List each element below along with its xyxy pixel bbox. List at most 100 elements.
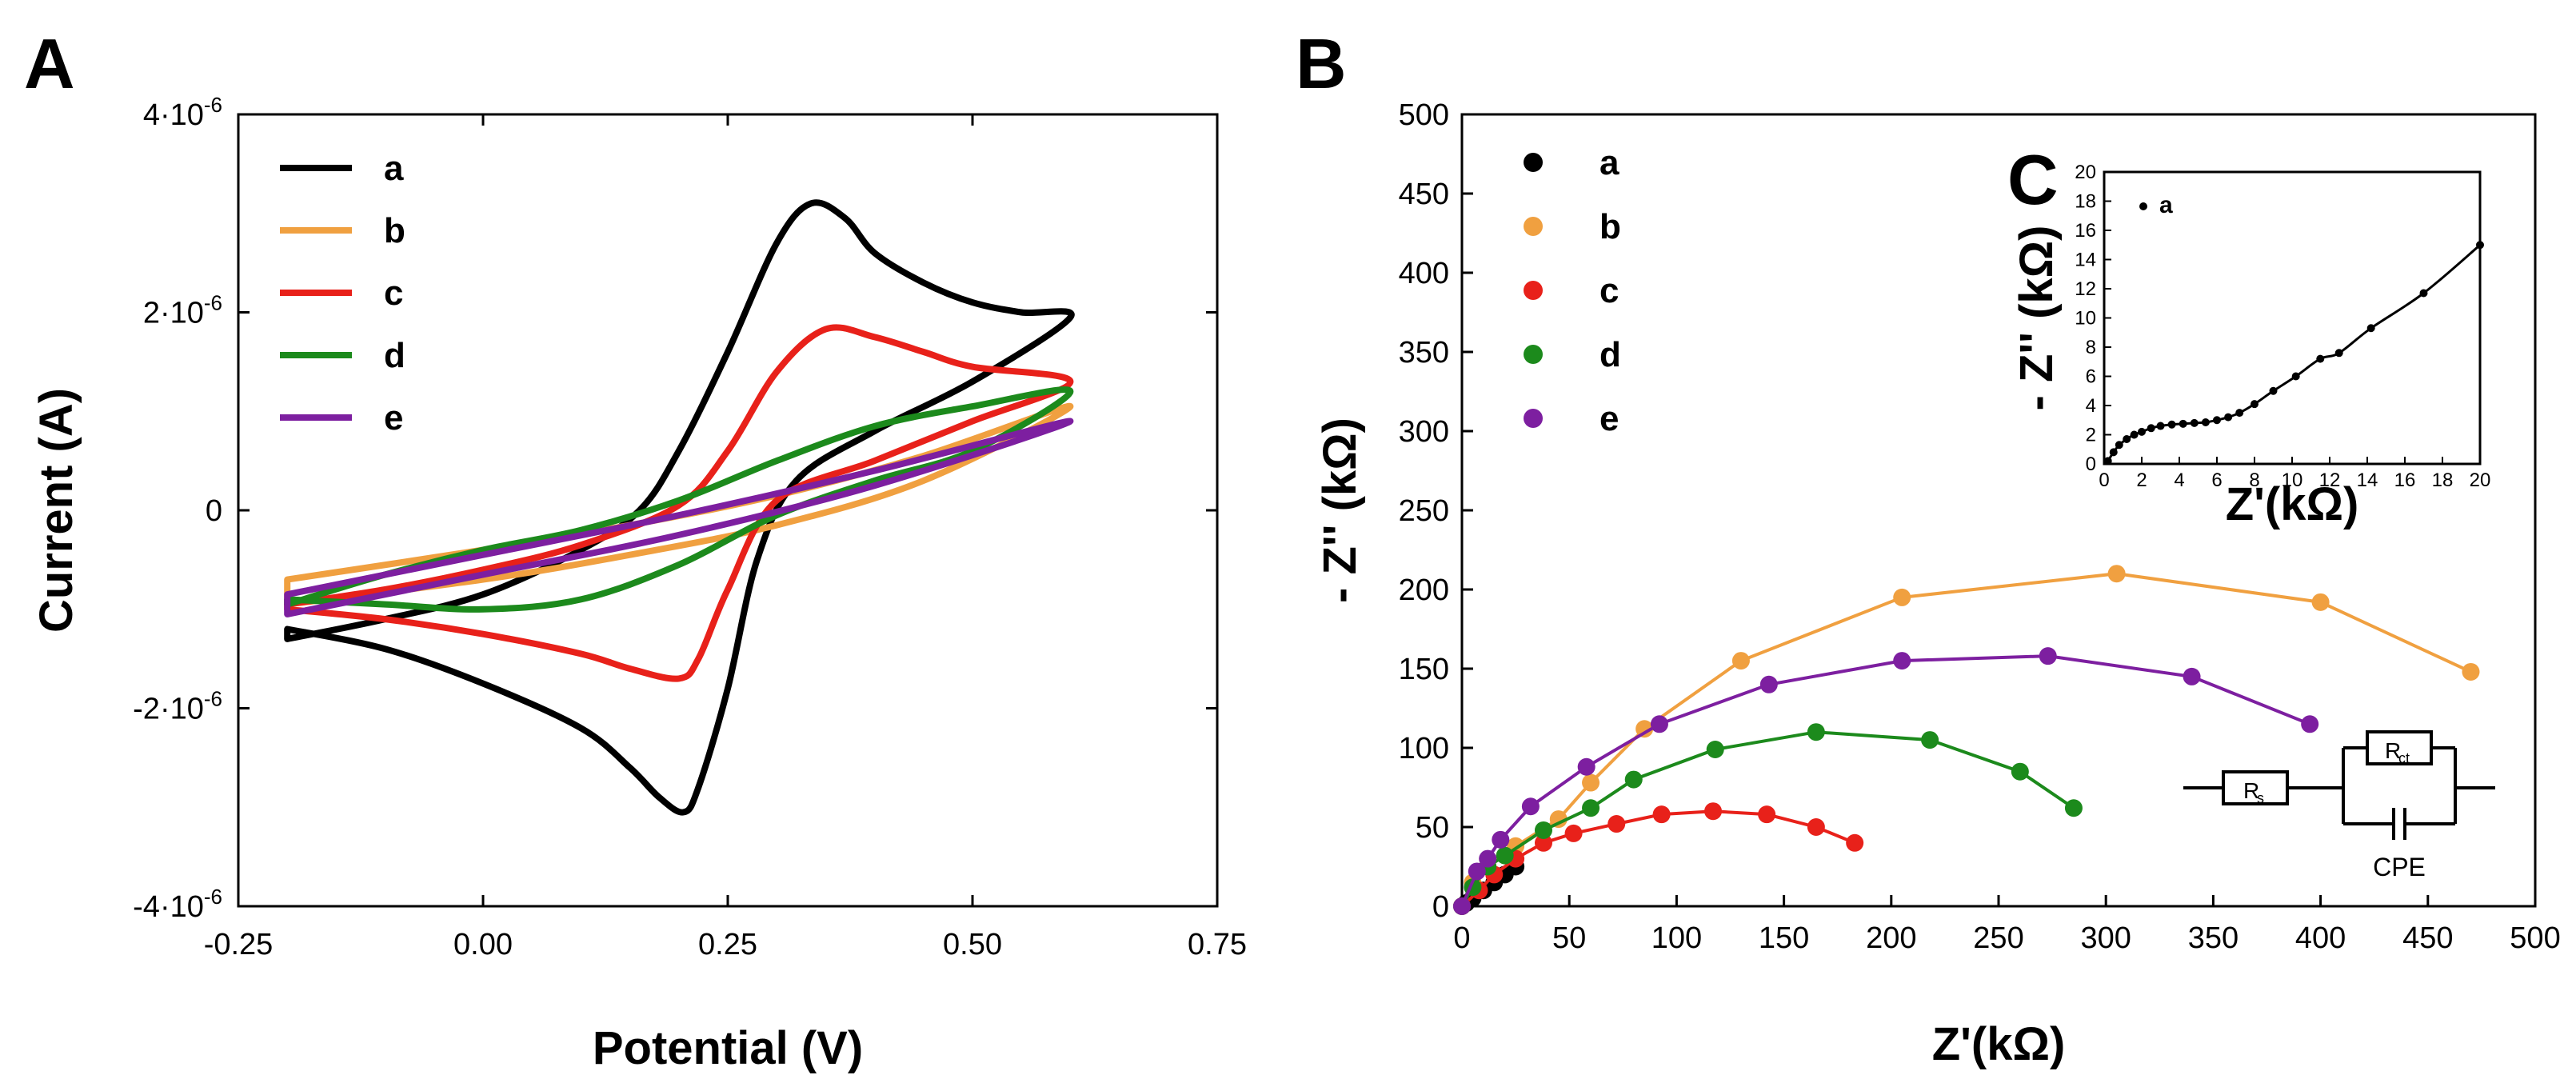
- plot-frame-c: [2103, 170, 2482, 466]
- legend-label-a-b: b: [384, 211, 405, 250]
- data-point-d: [1624, 770, 1643, 789]
- legend-label-a-a: a: [384, 149, 404, 188]
- inset-data-point-a: [2138, 427, 2146, 436]
- data-point-c: [1846, 833, 1864, 852]
- data-point-e: [1479, 849, 1497, 868]
- data-point-e: [2301, 715, 2319, 733]
- data-point-c: [1758, 805, 1776, 824]
- y-tick-label-b: 300: [1399, 415, 1449, 449]
- data-point-c: [1704, 802, 1723, 821]
- inset-data-point-a: [2291, 372, 2300, 381]
- x-tick-label-c: 14: [2357, 470, 2378, 491]
- x-tick-label-c: 8: [2249, 470, 2259, 491]
- y-tick-label-c: 8: [2086, 337, 2096, 358]
- legend-label-b-a: a: [1600, 143, 1619, 182]
- data-point-b: [1582, 773, 1600, 792]
- legend-marker-b-c: [1524, 281, 1543, 300]
- circuit-label-rct-sub: ct: [2398, 750, 2410, 766]
- data-point-e: [1453, 897, 1471, 915]
- data-point-e: [1577, 757, 1596, 776]
- x-tick-label-b: 50: [1552, 921, 1586, 955]
- chart-c-inset: 0 2 4 6 8 10 12 14 16 18 20 0 2 4 6 8 10 12 14 16 18 20 Z'(kΩ)…: [2007, 140, 2490, 530]
- x-axis-label-b: Z'(kΩ): [1932, 1018, 2066, 1070]
- data-point-d: [2011, 762, 2029, 781]
- inset-data-point-a: [2334, 349, 2343, 358]
- legend-label-a-d: d: [384, 336, 405, 375]
- cv-curve-a: [284, 199, 1075, 816]
- y-tick-label-c: 18: [2075, 191, 2096, 213]
- data-point-c: [1534, 833, 1552, 852]
- data-point-d: [1921, 731, 1939, 749]
- inset-data-point-a: [2103, 457, 2112, 466]
- y-tick-label-a: 4·10-6: [143, 93, 222, 132]
- x-tick-label-a: 0.25: [698, 928, 757, 961]
- y-tick-label-b: 250: [1399, 494, 1449, 528]
- x-tick-label-c: 4: [2174, 470, 2184, 491]
- data-point-c: [1564, 824, 1583, 842]
- cv-curve-e: [284, 418, 1074, 617]
- data-point-c: [1807, 818, 1825, 836]
- x-tick-label-c: 2: [2136, 470, 2147, 491]
- legend-marker-b-e: [1524, 409, 1543, 428]
- inset-data-point-a: [2269, 386, 2278, 395]
- legend-label-a-c: c: [384, 274, 403, 313]
- inset-data-point-a: [2213, 416, 2221, 425]
- y-tick-label-c: 16: [2075, 220, 2096, 242]
- inset-data-point-a: [2179, 419, 2187, 428]
- data-point-d: [1807, 723, 1825, 741]
- data-point-d: [1534, 821, 1552, 839]
- y-tick-exponent: -6: [204, 93, 222, 117]
- data-point-e: [2183, 667, 2201, 685]
- x-tick-label-a: -0.25: [204, 928, 274, 961]
- data-point-b: [1893, 588, 1911, 606]
- inset-data-point-a: [2316, 354, 2325, 363]
- y-tick-label-a: 0: [206, 494, 222, 528]
- inset-data-point-a: [2115, 441, 2123, 450]
- x-tick-label-b: 500: [2510, 921, 2560, 955]
- x-axis-label-c: Z'(kΩ): [2226, 478, 2359, 530]
- x-tick-label-a: 0.75: [1188, 928, 1247, 961]
- chart-a: -0.25 0.00 0.25 0.50 0.75 4·10-6 2·10-6 0 -2·10-…: [30, 93, 1247, 1074]
- inset-data-point-a: [2476, 241, 2484, 250]
- y-axis-label-c: - Z'' (kΩ): [2011, 226, 2063, 411]
- x-tick-label-a: 0.50: [943, 928, 1002, 961]
- inset-data-point-a: [2419, 289, 2428, 298]
- legend-marker-b-b: [1524, 217, 1543, 236]
- legend-marker-c-a: [2139, 202, 2147, 210]
- x-tick-label-b: 250: [1973, 921, 2023, 955]
- circuit-label-rct: R: [2385, 738, 2401, 763]
- data-point-b: [2107, 565, 2126, 583]
- cv-curve-d: [284, 386, 1074, 613]
- data-point-d: [1582, 799, 1600, 817]
- y-axis-label-a: Current (A): [30, 388, 82, 633]
- y-tick-exponent: -6: [204, 291, 222, 315]
- x-tick-label-c: 6: [2211, 470, 2222, 491]
- data-point-d: [1706, 740, 1724, 758]
- inset-data-point-a: [2235, 409, 2244, 418]
- data-point-b: [1635, 720, 1654, 738]
- panel-label-c: C: [2007, 140, 2059, 219]
- data-point-e: [1893, 652, 1911, 670]
- x-tick-label-b: 0: [1453, 921, 1470, 955]
- legend-label-a-e: e: [384, 398, 403, 438]
- y-tick-label-b: 500: [1399, 98, 1449, 132]
- y-tick-label-c: 6: [2086, 366, 2096, 388]
- cv-curve-c: [284, 324, 1074, 682]
- y-tick-exponent: -6: [204, 687, 222, 711]
- inset-data-point-a: [2130, 430, 2139, 439]
- y-tick-label-a: 2·10-6: [143, 291, 222, 330]
- data-point-e: [1759, 675, 1778, 693]
- data-point-e: [2039, 647, 2057, 665]
- y-tick-label-c: 4: [2086, 395, 2096, 417]
- y-tick-label-c: 14: [2075, 250, 2096, 271]
- legend-label-b-c: c: [1600, 271, 1619, 310]
- x-tick-label-c: 0: [2099, 470, 2109, 491]
- data-point-e: [1650, 715, 1668, 733]
- x-tick-label-b: 450: [2402, 921, 2453, 955]
- x-tick-label-c: 10: [2282, 470, 2303, 491]
- y-tick-label-a: -2·10-6: [133, 687, 222, 726]
- x-tick-label-a: 0.00: [453, 928, 513, 961]
- x-tick-label-b: 200: [1866, 921, 1916, 955]
- legend-label-b-b: b: [1600, 207, 1621, 246]
